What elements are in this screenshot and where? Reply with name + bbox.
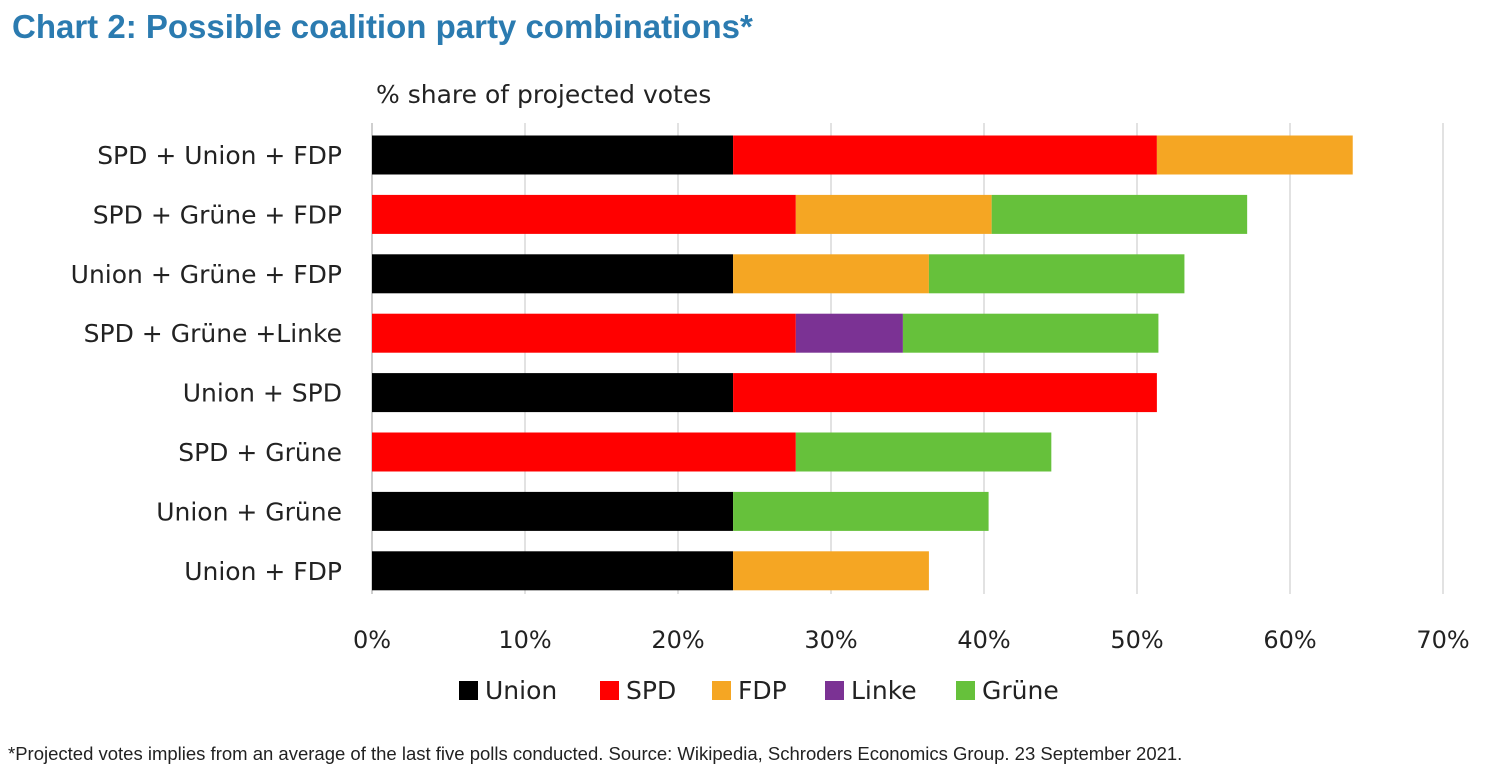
bar-segment-union (372, 551, 734, 591)
x-tick-label: 20% (651, 626, 704, 654)
bar-segment-fdp (795, 194, 992, 234)
bar-segment-spd (372, 313, 796, 353)
legend-swatch (956, 681, 975, 700)
legend-swatch (712, 681, 731, 700)
chart-title: Chart 2: Possible coalition party combin… (12, 8, 753, 45)
category-label: SPD + Grüne + FDP (93, 200, 342, 229)
bar-segment-union (372, 254, 734, 294)
bar-segment-union (372, 135, 734, 175)
stacked-bar-chart: % share of projected votes 0% 10% 20% 30% 40%… (71, 80, 1470, 705)
legend-label: Linke (851, 676, 917, 705)
bar-segment-fdp (1156, 135, 1353, 175)
legend-swatch (825, 681, 844, 700)
x-tick-label: 40% (957, 626, 1010, 654)
footnote: *Projected votes implies from an average… (8, 743, 1183, 764)
category-label: SPD + Grüne +Linke (84, 319, 342, 348)
bar-segment-spd (372, 432, 796, 472)
bar-segment-grne (991, 194, 1248, 234)
x-tick-label: 10% (498, 626, 551, 654)
x-tick-label: 70% (1416, 626, 1469, 654)
category-label: Union + FDP (184, 557, 342, 586)
x-tick-label: 30% (804, 626, 857, 654)
category-label: Union + Grüne + FDP (71, 260, 342, 289)
x-tick-label: 0% (353, 626, 391, 654)
legend-label: Union (485, 676, 557, 705)
legend-swatch (459, 681, 478, 700)
bar-segment-grne (795, 432, 1052, 472)
legend-label: SPD (626, 676, 676, 705)
bar-segment-fdp (733, 551, 929, 591)
category-label: SPD + Grüne (178, 438, 342, 467)
bar-segment-spd (733, 373, 1157, 413)
bar-segment-grne (733, 491, 989, 531)
legend-label: FDP (738, 676, 787, 705)
x-tick-label: 50% (1110, 626, 1163, 654)
axis-title: % share of projected votes (376, 80, 711, 109)
bar-segment-linke (795, 313, 903, 353)
legend-swatch (600, 681, 619, 700)
bar-segment-spd (733, 135, 1157, 175)
bar-segment-grne (902, 313, 1159, 353)
category-label: SPD + Union + FDP (97, 141, 342, 170)
legend-label: Grüne (982, 676, 1059, 705)
x-tick-label: 60% (1263, 626, 1316, 654)
bar-segment-union (372, 491, 734, 531)
bar-segment-grne (928, 254, 1185, 294)
bar-segment-spd (372, 194, 796, 234)
category-label: Union + Grüne (156, 497, 342, 526)
bar-segment-union (372, 373, 734, 413)
bar-segment-fdp (733, 254, 929, 294)
category-label: Union + SPD (183, 379, 342, 408)
